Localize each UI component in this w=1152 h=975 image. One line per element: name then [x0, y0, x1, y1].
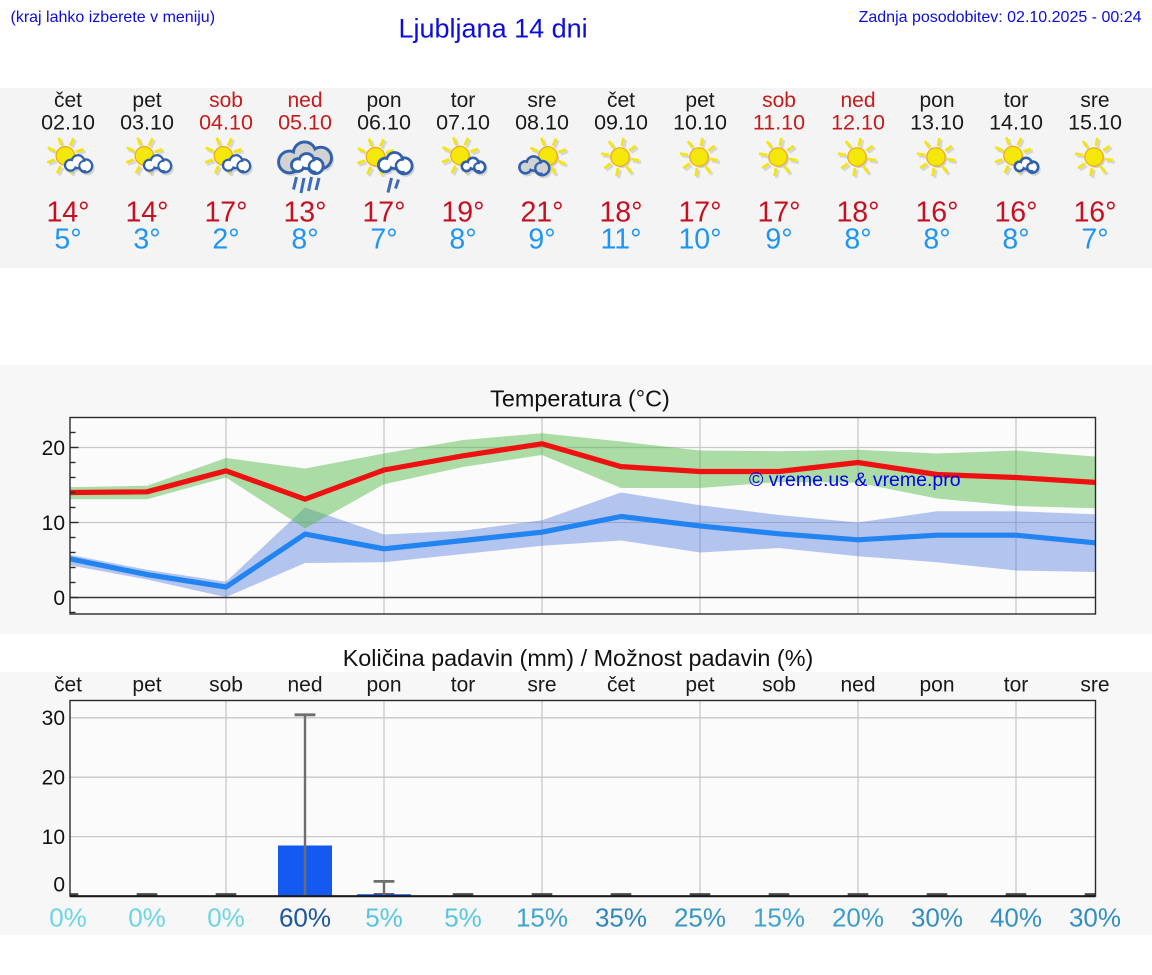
svg-text:pet: pet	[685, 89, 714, 112]
svg-text:8°: 8°	[923, 224, 950, 256]
svg-text:tor: tor	[1004, 89, 1029, 112]
svg-text:10: 10	[42, 826, 65, 849]
svg-text:8°: 8°	[291, 224, 318, 256]
svg-text:pon: pon	[366, 89, 401, 112]
svg-text:09.10: 09.10	[594, 110, 648, 134]
svg-text:16°: 16°	[915, 196, 958, 228]
svg-text:5%: 5%	[444, 903, 482, 933]
svg-text:7°: 7°	[1081, 224, 1108, 256]
svg-text:Količina padavin (mm) / Možnos: Količina padavin (mm) / Možnost padavin …	[343, 645, 814, 671]
svg-text:pet: pet	[132, 674, 161, 697]
svg-text:pon: pon	[919, 89, 954, 112]
svg-text:40%: 40%	[990, 903, 1042, 933]
svg-text:ned: ned	[287, 674, 322, 697]
svg-text:15%: 15%	[753, 903, 805, 933]
svg-text:čet: čet	[54, 674, 82, 697]
svg-text:8°: 8°	[1002, 224, 1029, 256]
svg-text:tor: tor	[451, 89, 476, 112]
svg-text:04.10: 04.10	[199, 110, 253, 134]
svg-text:03.10: 03.10	[120, 110, 174, 134]
svg-text:21°: 21°	[520, 196, 563, 228]
svg-text:12.10: 12.10	[831, 110, 885, 134]
svg-text:© vreme.us & vreme.pro: © vreme.us & vreme.pro	[749, 469, 961, 491]
svg-text:30%: 30%	[911, 903, 963, 933]
svg-text:17°: 17°	[678, 196, 721, 228]
svg-text:2°: 2°	[212, 224, 239, 256]
svg-text:pet: pet	[685, 674, 714, 697]
svg-text:Zadnja posodobitev: 02.10.2025: Zadnja posodobitev: 02.10.2025 - 00:24	[859, 9, 1142, 26]
svg-text:pet: pet	[132, 89, 161, 112]
svg-text:8°: 8°	[844, 224, 871, 256]
svg-text:17°: 17°	[362, 196, 405, 228]
svg-text:14°: 14°	[125, 196, 168, 228]
svg-text:10.10: 10.10	[673, 110, 727, 134]
svg-text:9°: 9°	[765, 224, 792, 256]
svg-text:pon: pon	[919, 674, 954, 697]
svg-text:sre: sre	[1080, 674, 1109, 697]
svg-text:čet: čet	[607, 89, 635, 112]
svg-text:5°: 5°	[54, 224, 81, 256]
svg-text:35%: 35%	[595, 903, 647, 933]
svg-text:17°: 17°	[204, 196, 247, 228]
svg-text:sre: sre	[527, 674, 556, 697]
svg-text:ned: ned	[840, 674, 875, 697]
svg-text:20: 20	[42, 767, 65, 790]
svg-text:čet: čet	[54, 89, 82, 112]
svg-text:tor: tor	[1004, 674, 1029, 697]
svg-text:07.10: 07.10	[436, 110, 490, 134]
svg-text:06.10: 06.10	[357, 110, 411, 134]
svg-text:15%: 15%	[516, 903, 568, 933]
svg-text:17°: 17°	[757, 196, 800, 228]
svg-text:sre: sre	[1080, 89, 1109, 112]
svg-text:10: 10	[42, 512, 65, 535]
svg-text:20%: 20%	[832, 903, 884, 933]
svg-text:15.10: 15.10	[1068, 110, 1122, 134]
svg-text:8°: 8°	[449, 224, 476, 256]
svg-text:3°: 3°	[133, 224, 160, 256]
svg-text:14.10: 14.10	[989, 110, 1043, 134]
svg-text:sre: sre	[527, 89, 556, 112]
svg-text:pon: pon	[366, 674, 401, 697]
svg-text:sob: sob	[762, 89, 796, 112]
svg-text:25%: 25%	[674, 903, 726, 933]
svg-text:11.10: 11.10	[753, 110, 805, 134]
svg-text:0%: 0%	[49, 903, 87, 933]
svg-text:14°: 14°	[46, 196, 89, 228]
svg-text:05.10: 05.10	[278, 110, 332, 134]
svg-text:sob: sob	[209, 674, 243, 697]
svg-text:16°: 16°	[994, 196, 1037, 228]
svg-text:sob: sob	[762, 674, 796, 697]
svg-text:5%: 5%	[365, 903, 403, 933]
svg-text:13.10: 13.10	[910, 110, 964, 134]
svg-text:tor: tor	[451, 674, 476, 697]
svg-text:10°: 10°	[678, 224, 721, 256]
svg-text:20: 20	[42, 437, 65, 460]
svg-text:11°: 11°	[601, 224, 642, 256]
svg-text:30: 30	[42, 707, 65, 730]
svg-text:60%: 60%	[279, 903, 331, 933]
svg-text:0: 0	[53, 874, 65, 897]
svg-text:9°: 9°	[528, 224, 555, 256]
svg-text:(kraj lahko izberete v meniju): (kraj lahko izberete v meniju)	[11, 9, 216, 26]
svg-text:13°: 13°	[283, 196, 326, 228]
svg-text:7°: 7°	[370, 224, 397, 256]
svg-text:08.10: 08.10	[515, 110, 569, 134]
svg-text:02.10: 02.10	[41, 110, 95, 134]
svg-text:0%: 0%	[207, 903, 245, 933]
svg-text:Ljubljana 14 dni: Ljubljana 14 dni	[399, 14, 588, 44]
svg-text:ned: ned	[287, 89, 322, 112]
svg-text:Temperatura (°C): Temperatura (°C)	[490, 386, 670, 412]
svg-text:18°: 18°	[599, 196, 642, 228]
svg-text:18°: 18°	[836, 196, 879, 228]
svg-text:0: 0	[53, 587, 65, 610]
svg-text:čet: čet	[607, 674, 635, 697]
svg-text:30%: 30%	[1069, 903, 1121, 933]
svg-text:0%: 0%	[128, 903, 166, 933]
svg-text:16°: 16°	[1073, 196, 1116, 228]
svg-text:ned: ned	[840, 89, 875, 112]
svg-text:sob: sob	[209, 89, 243, 112]
svg-text:19°: 19°	[441, 196, 484, 228]
